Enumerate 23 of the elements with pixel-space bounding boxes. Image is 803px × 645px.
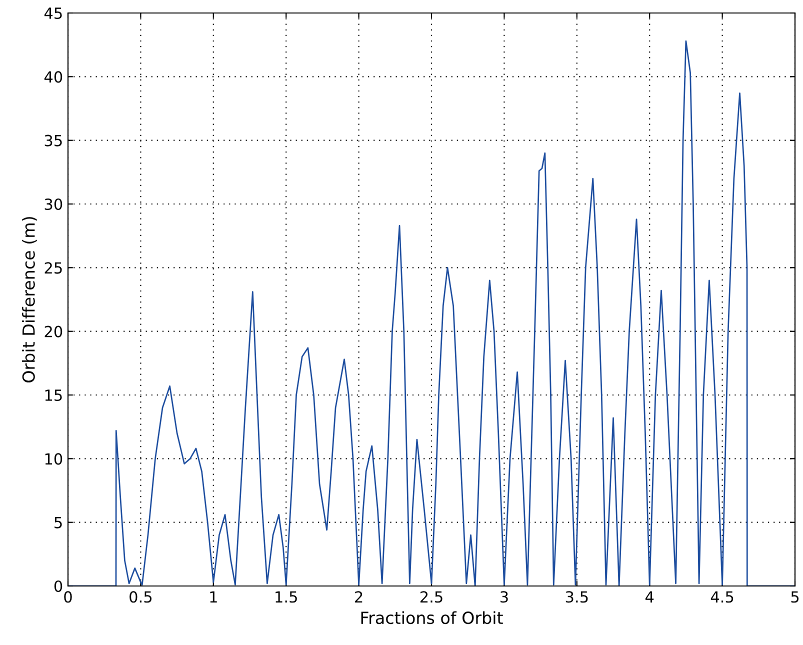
y-axis-title: Orbit Difference (m) — [22, 217, 37, 382]
x-tick-label: 1.5 — [276, 591, 297, 603]
x-tick-label: 3 — [500, 591, 508, 603]
x-tick-label: 0.5 — [130, 591, 152, 603]
y-tick-label: 30 — [44, 198, 62, 210]
x-tick-label: 3.5 — [566, 591, 588, 603]
y-tick-label: 15 — [45, 390, 62, 402]
x-tick-label: 2.5 — [420, 591, 442, 603]
x-tick-label: 4.5 — [710, 591, 734, 603]
x-tick-label: 1 — [210, 591, 217, 602]
y-tick-label: 45 — [44, 8, 62, 20]
x-tick-label: 2 — [355, 591, 362, 602]
y-tick-label: 5 — [54, 517, 62, 528]
x-tick-label: 0 — [64, 591, 72, 603]
y-tick-label: 35 — [44, 134, 62, 146]
x-axis-title: Fractions of Orbit — [361, 611, 503, 624]
x-tick-label: 4 — [645, 591, 654, 602]
x-tick-label: 5 — [791, 591, 799, 603]
y-tick-label: 25 — [44, 262, 62, 274]
y-tick-label: 20 — [44, 326, 62, 338]
y-tick-label: 10 — [45, 453, 62, 465]
y-tick-label: 40 — [44, 71, 62, 83]
y-tick-label: 0 — [54, 580, 62, 592]
